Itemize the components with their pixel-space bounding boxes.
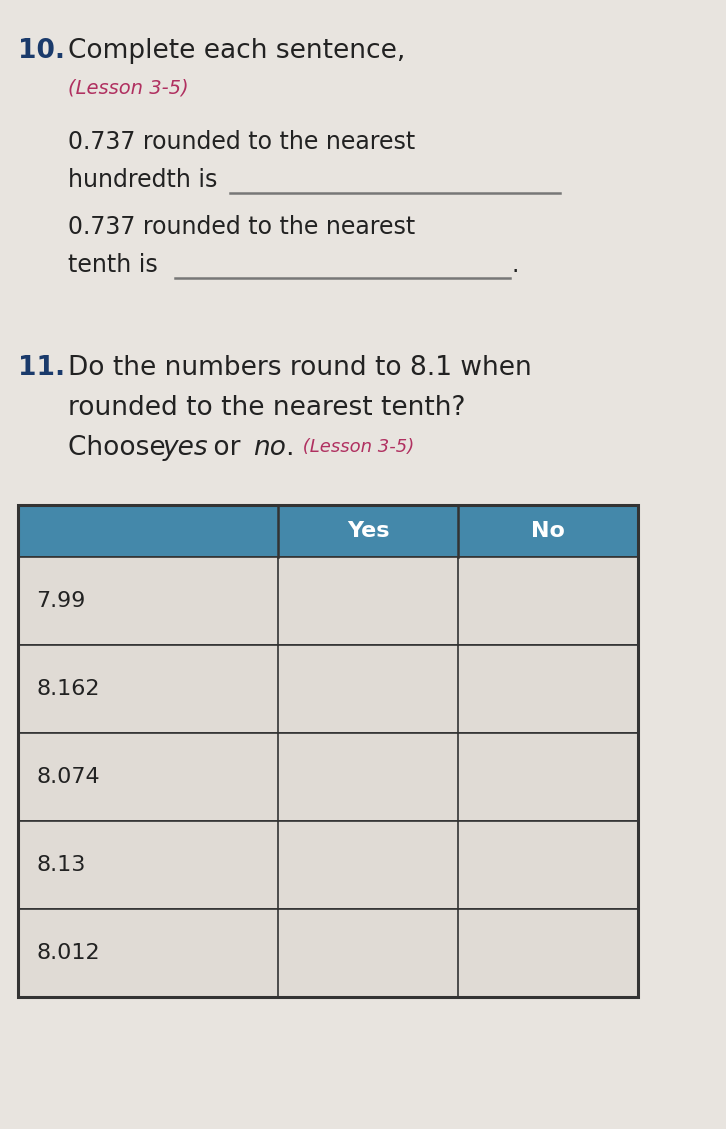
Text: 0.737 rounded to the nearest: 0.737 rounded to the nearest xyxy=(68,130,415,154)
Text: or: or xyxy=(205,435,249,461)
Text: hundredth is: hundredth is xyxy=(68,168,217,192)
Text: Choose: Choose xyxy=(68,435,174,461)
Text: Complete each sentence,: Complete each sentence, xyxy=(68,38,405,64)
Bar xyxy=(18,505,638,997)
Text: 8.162: 8.162 xyxy=(36,679,99,699)
Text: Yes: Yes xyxy=(347,520,389,541)
Text: .: . xyxy=(285,435,293,461)
Bar xyxy=(18,557,638,645)
Text: (Lesson 3-5): (Lesson 3-5) xyxy=(297,438,415,456)
Text: 11.: 11. xyxy=(18,355,65,380)
Bar xyxy=(18,645,638,733)
Bar xyxy=(18,821,638,909)
Text: Do the numbers round to 8.1 when: Do the numbers round to 8.1 when xyxy=(68,355,531,380)
Text: 8.012: 8.012 xyxy=(36,943,99,963)
Text: (Lesson 3-5): (Lesson 3-5) xyxy=(68,78,189,97)
Bar xyxy=(18,733,638,821)
Text: tenth is: tenth is xyxy=(68,253,158,277)
Text: 10.: 10. xyxy=(18,38,65,64)
Text: No: No xyxy=(531,520,565,541)
Text: rounded to the nearest tenth?: rounded to the nearest tenth? xyxy=(68,395,465,421)
Text: 7.99: 7.99 xyxy=(36,590,86,611)
Bar xyxy=(18,909,638,997)
Text: 0.737 rounded to the nearest: 0.737 rounded to the nearest xyxy=(68,215,415,239)
Text: 8.074: 8.074 xyxy=(36,767,99,787)
Text: 8.13: 8.13 xyxy=(36,855,86,875)
Text: yes: yes xyxy=(163,435,208,461)
Bar xyxy=(18,505,638,557)
Text: .: . xyxy=(512,253,519,277)
Text: no: no xyxy=(253,435,286,461)
